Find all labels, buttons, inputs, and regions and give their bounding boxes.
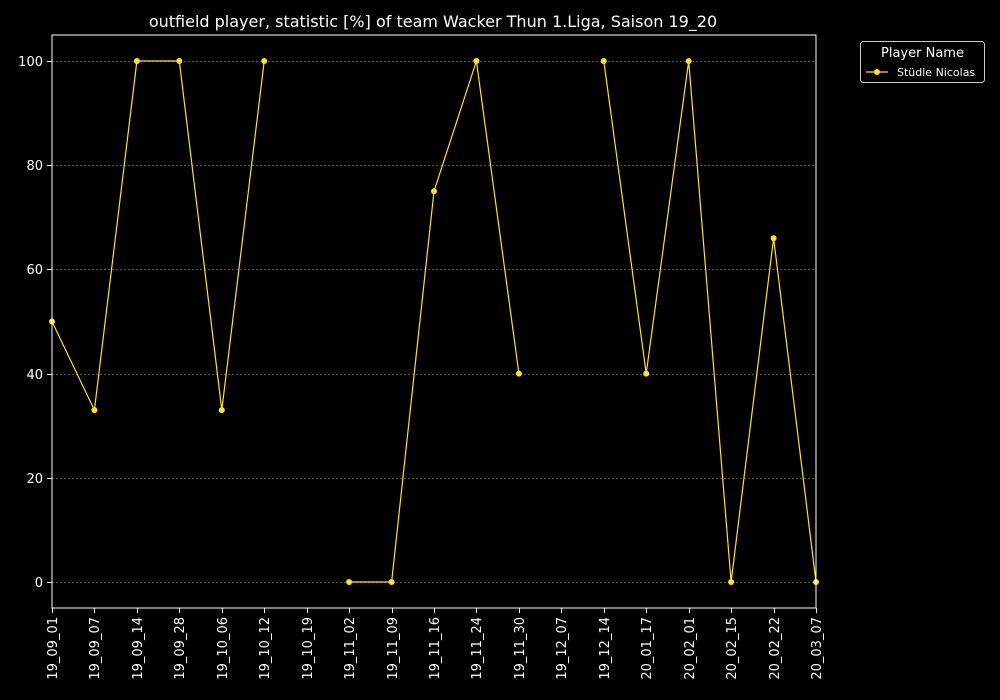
x-tick-label: 19_12_07 <box>555 617 570 680</box>
data-point <box>218 407 225 414</box>
x-tick-label: 20_01_17 <box>640 617 655 680</box>
series-line <box>51 60 265 411</box>
data-point <box>261 58 268 64</box>
y-tick-label: 20 <box>26 472 43 487</box>
x-tick-label: 19_09_28 <box>173 617 188 680</box>
data-point <box>600 58 607 64</box>
legend: Player Name Stüdle Nicolas <box>860 41 985 83</box>
legend-entry-label: Stüdle Nicolas <box>897 66 975 79</box>
data-point <box>515 370 522 377</box>
x-tick-label: 20_03_07 <box>810 617 825 680</box>
x-tick-label: 19_11_02 <box>343 617 358 680</box>
x-tick-label: 19_10_12 <box>258 617 273 680</box>
y-tick-label: 60 <box>26 263 43 278</box>
data-point <box>91 407 98 414</box>
x-tick-label: 19_12_14 <box>598 617 613 680</box>
x-tick-label: 20_02_01 <box>683 617 698 680</box>
y-tick-label: 80 <box>26 159 43 174</box>
x-tick-label: 19_09_14 <box>131 617 146 680</box>
y-tick-label: 0 <box>35 576 43 591</box>
x-tick-label: 20_02_22 <box>768 617 783 680</box>
data-point <box>388 579 395 585</box>
axis-layer: 0 20 40 60 80 100 19_09_01 19_09_07 19_09_14 19_0… <box>18 55 825 680</box>
data-point <box>431 188 437 195</box>
y-tick-label: 100 <box>18 55 43 70</box>
x-tick-label: 19_09_07 <box>88 617 103 680</box>
data-point <box>133 58 140 64</box>
x-tick-label: 19_11_16 <box>428 617 443 680</box>
data-point <box>473 58 480 64</box>
series-layer <box>49 58 819 585</box>
chart-title: outfield player, statistic [%] of team W… <box>149 12 717 32</box>
x-tick-label: 19_09_01 <box>46 617 61 680</box>
series-line <box>603 60 817 583</box>
x-tick-label: 19_11_24 <box>470 617 485 680</box>
data-point <box>346 579 353 585</box>
data-point <box>643 370 650 377</box>
legend-entries: Stüdle Nicolas <box>866 66 975 79</box>
data-point <box>176 58 183 64</box>
x-tick-label: 19_11_30 <box>513 617 528 680</box>
x-tick-label: 19_10_06 <box>216 617 231 680</box>
legend-title: Player Name <box>881 46 964 61</box>
data-point <box>685 58 692 64</box>
y-tick-label: 40 <box>26 368 43 383</box>
legend-box <box>860 41 985 83</box>
x-tick-label: 20_02_15 <box>725 617 740 680</box>
x-tick-label: 19_11_09 <box>386 617 401 680</box>
x-tick-label: 19_10_19 <box>301 617 316 680</box>
legend-marker-swatch <box>874 69 880 75</box>
data-point <box>728 579 735 585</box>
data-point <box>770 235 777 242</box>
